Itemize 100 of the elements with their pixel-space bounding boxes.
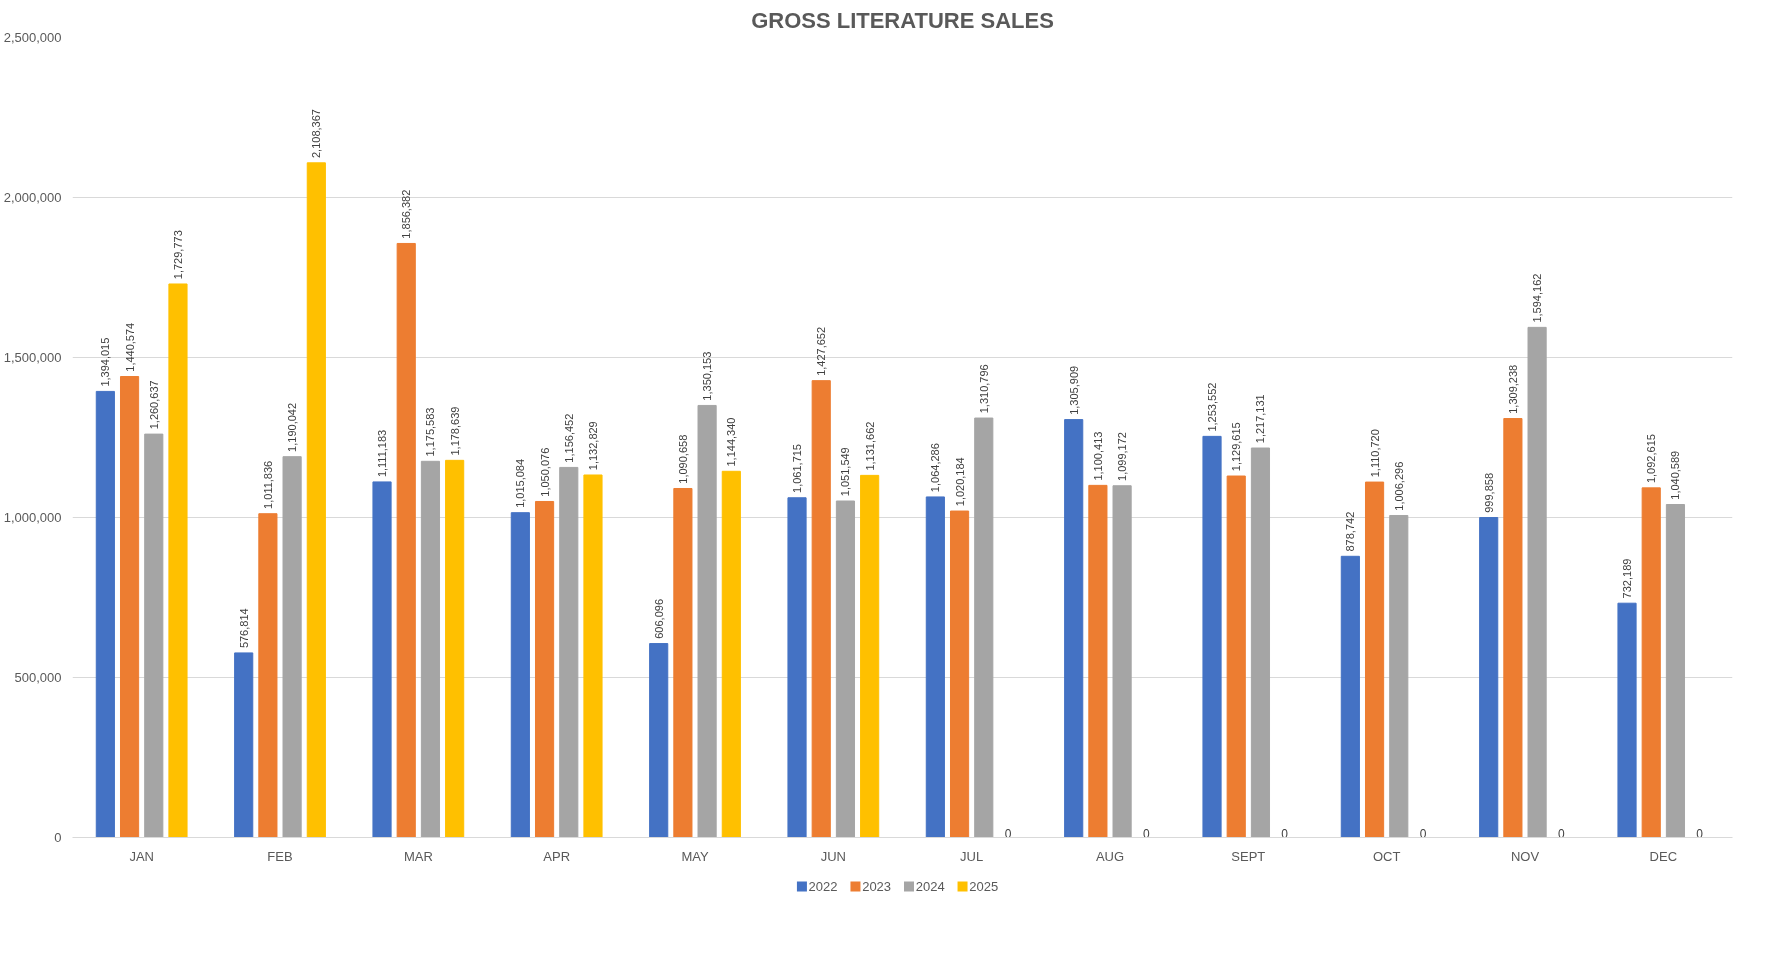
data-label: 1,132,829 [586,421,599,471]
bar [925,496,945,838]
data-label: 1,006,296 [1392,461,1405,511]
data-label: 878,742 [1344,511,1357,552]
data-label: 1,100,413 [1091,431,1104,481]
legend-label: 2024 [915,879,945,894]
bar [1641,487,1661,838]
data-label: 1,309,238 [1506,364,1519,414]
bar [1364,481,1385,838]
data-label: 1,305,909 [1067,365,1080,415]
bar [974,417,994,838]
bar [787,497,807,838]
data-label: 999,858 [1482,472,1495,513]
bar [119,376,140,838]
data-label: 1,190,042 [286,402,299,452]
bar [234,652,254,838]
bar [258,513,278,838]
bar [835,500,856,838]
bar [1503,418,1523,838]
x-tick-label: OCT [1372,848,1401,864]
bar [534,500,555,838]
bar [1665,504,1686,838]
data-label: 1,110,720 [1368,429,1381,478]
data-label: 1,594,162 [1531,273,1544,323]
x-tick-label: FEB [267,848,293,864]
data-label: 1,099,172 [1116,432,1129,481]
bar [697,404,717,838]
data-label: 1,440,574 [123,322,136,372]
data-label: 1,050,076 [538,447,551,497]
x-tick-label: JUN [820,848,846,864]
bar [1617,602,1637,838]
data-label: 1,064,286 [929,443,942,493]
x-tick-label: SEPT [1231,848,1266,864]
data-label: 1,090,658 [676,434,689,484]
bar [1479,517,1499,838]
bar [306,162,326,838]
data-label: 1,111,183 [376,429,389,478]
bar [1340,555,1360,838]
legend-label: 2022 [808,879,838,894]
bar [95,390,115,838]
data-label: 576,814 [237,608,250,649]
data-label: 1,011,836 [261,460,274,509]
bar [673,487,693,838]
bar [559,466,579,838]
data-label: 1,253,552 [1206,382,1219,432]
data-label: 1,310,796 [977,364,990,414]
data-label: 1,175,583 [424,407,437,457]
bar [420,460,441,838]
bar [1064,419,1084,838]
data-label: 606,096 [652,598,665,639]
chart-title: GROSS LITERATURE SALES [751,7,1054,33]
legend-label: 2023 [862,879,892,894]
data-label: 1,394,015 [99,337,112,387]
data-label: 1,856,382 [400,189,413,239]
x-tick-label: APR [543,848,571,864]
x-tick-label: MAR [403,848,433,864]
bar [949,510,970,838]
bar [1250,447,1271,838]
data-label: 1,260,637 [147,380,160,430]
bar [1527,326,1547,838]
data-label: 1,051,549 [839,447,852,497]
y-tick-label: 1,500,000 [3,350,62,365]
x-tick-label: DEC [1649,848,1678,864]
bar [445,459,465,838]
data-label: 2,108,367 [310,109,323,159]
data-label: 1,061,715 [791,444,804,493]
data-label: 1,131,662 [863,421,876,471]
bar [811,380,831,838]
x-tick-label: MAY [681,848,709,864]
x-tick-label: NOV [1510,848,1540,864]
bar [168,283,188,838]
y-tick-label: 500,000 [14,670,62,685]
data-label: 1,427,652 [815,326,828,376]
legend-label: 2025 [969,879,999,894]
bar [372,481,392,838]
bar [1112,485,1132,838]
data-label: 1,092,615 [1645,434,1658,484]
data-label: 1,144,340 [725,417,738,467]
data-label: 1,015,084 [514,458,527,508]
bar [510,512,530,838]
bar [649,643,669,838]
data-label: 1,156,452 [562,413,575,463]
bar [1389,514,1409,838]
bar [1088,484,1108,838]
data-label: 1,040,589 [1669,450,1682,500]
x-tick-label: JUL [960,848,984,864]
y-tick-label: 0 [54,830,62,845]
data-label: 1,729,773 [171,230,184,280]
bar [144,433,164,838]
data-label: 732,189 [1621,558,1634,599]
y-tick-label: 1,000,000 [3,510,62,525]
bar [860,474,880,838]
data-label: 1,129,615 [1230,422,1243,472]
data-label: 1,020,184 [953,457,966,507]
bar [1202,435,1222,838]
data-label: 1,350,153 [701,351,714,401]
bar [1226,475,1246,838]
bar [396,242,416,838]
y-tick-label: 2,000,000 [3,190,62,205]
bar [583,474,603,838]
